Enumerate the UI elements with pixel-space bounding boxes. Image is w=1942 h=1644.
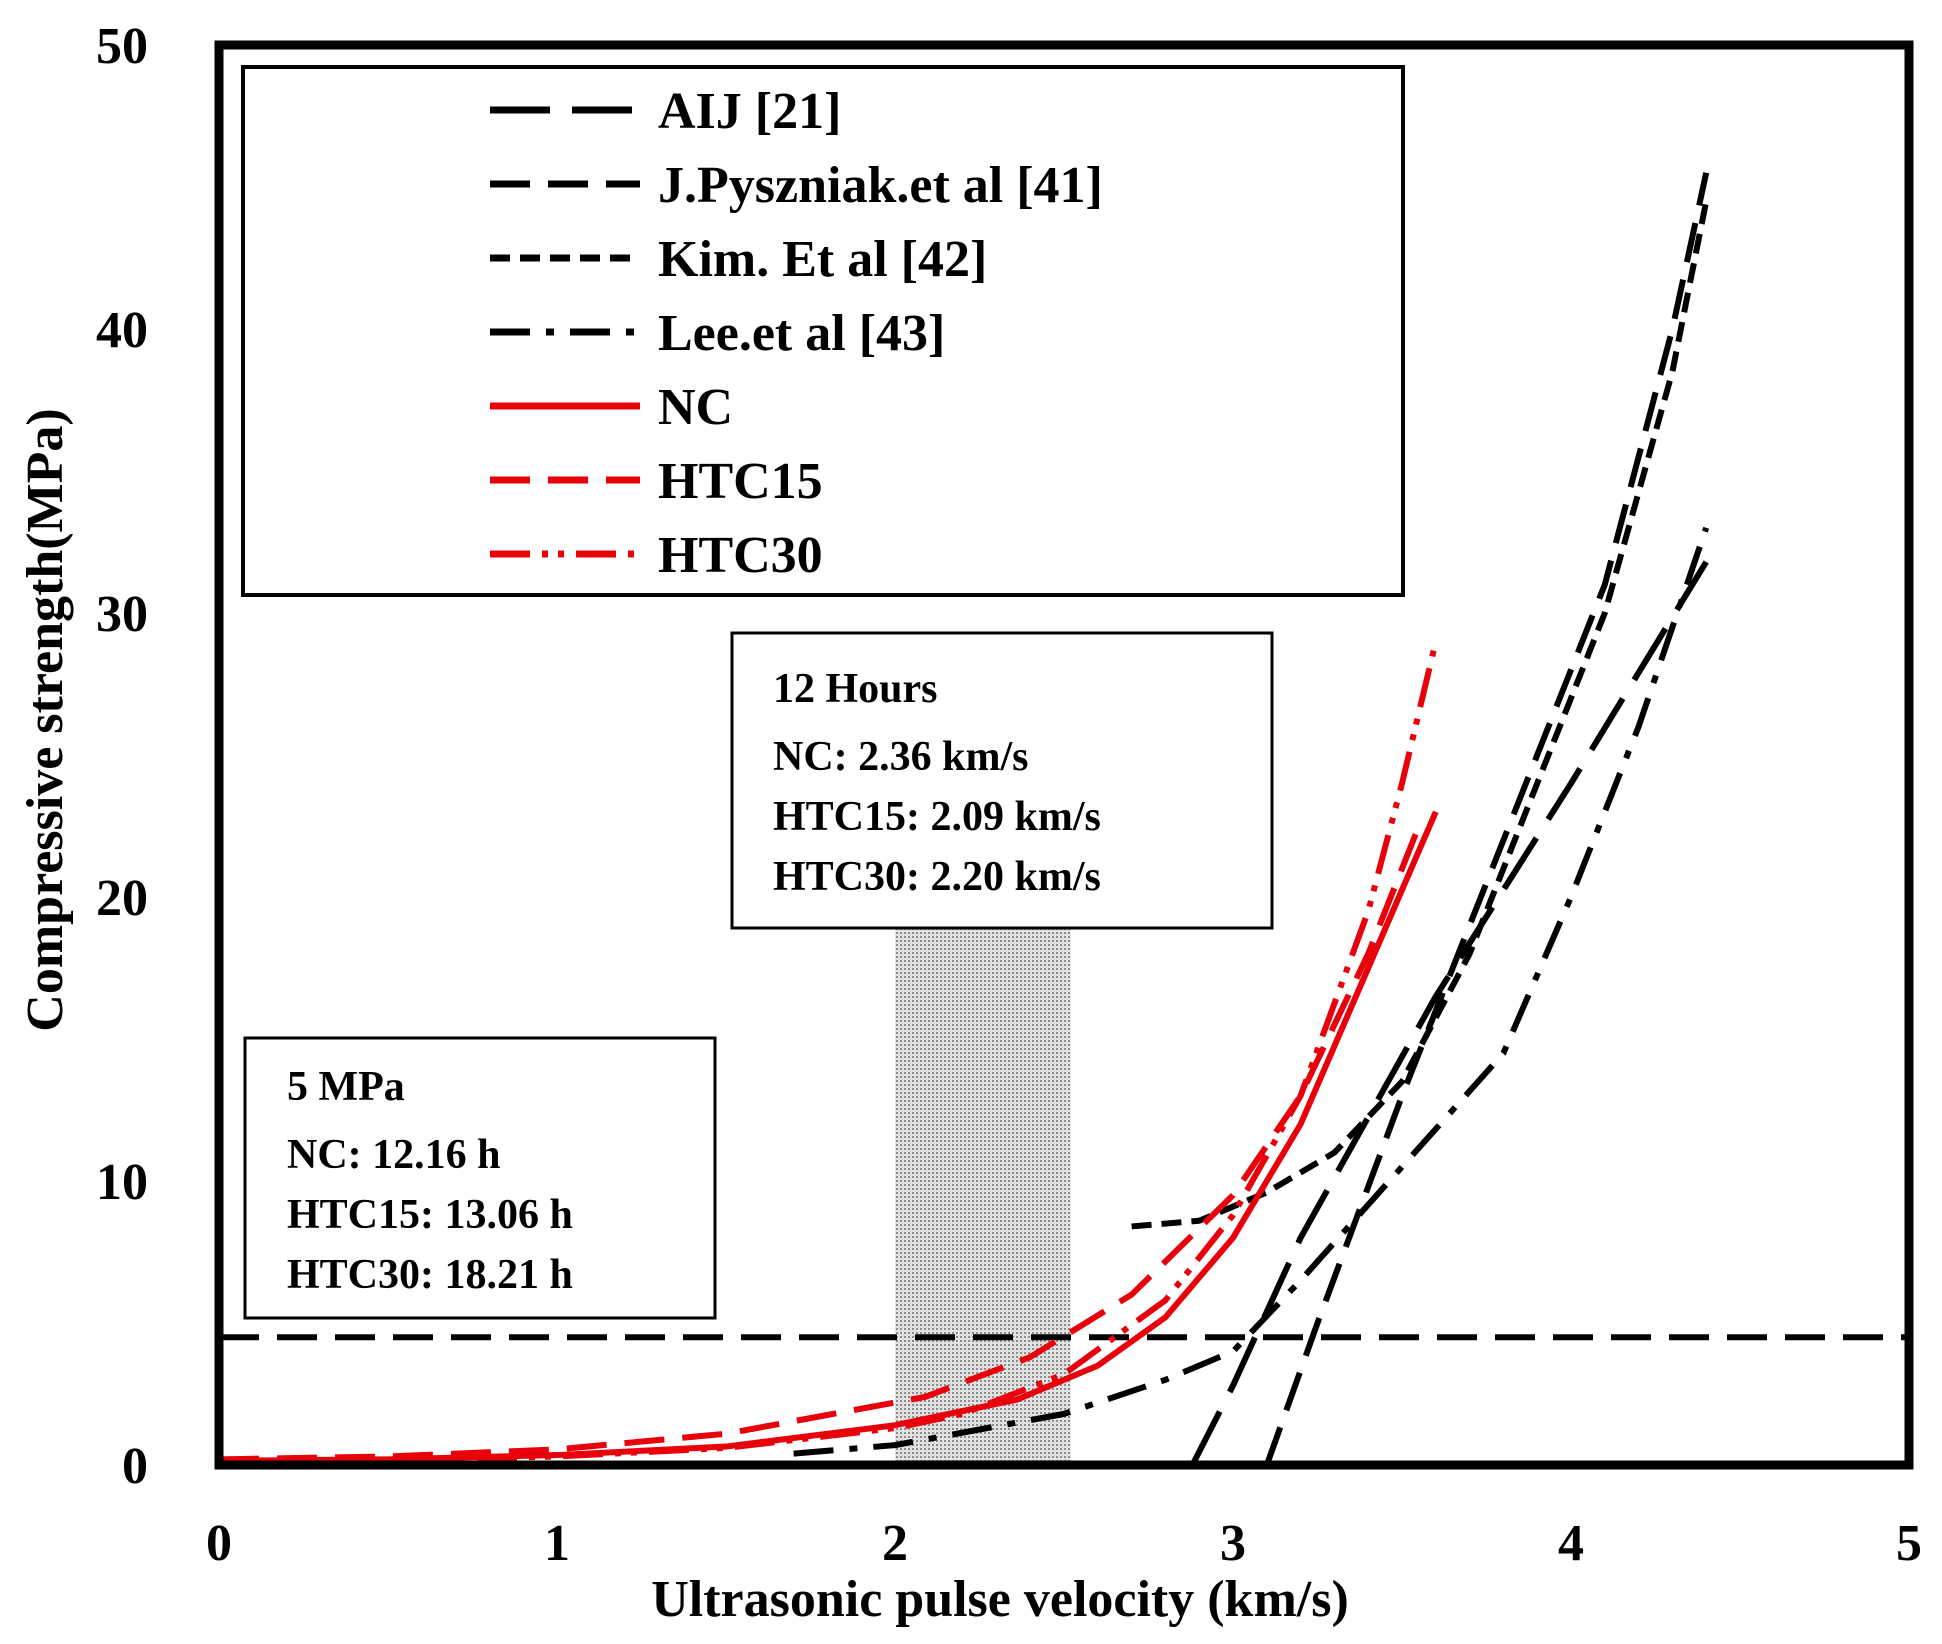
- x-axis-label: Ultrasonic pulse velocity (km/s): [651, 1571, 1349, 1628]
- series-line-kim-et-al-42: [1131, 200, 1710, 1230]
- x-tick-label: 3: [1220, 1515, 1246, 1572]
- shaded-region-layer: [895, 925, 1071, 1465]
- series-line-nc: [219, 810, 1439, 1464]
- annotation-12-hours-line-4: HTC30: 2.20 km/s: [773, 854, 1101, 900]
- legend-label-4: NC: [658, 379, 733, 436]
- annotation-5-mpa: 5 MPa NC: 12.16 h HTC15: 13.06 h HTC30: …: [243, 1036, 717, 1320]
- y-tick-label: 20: [96, 870, 148, 927]
- annotation-12-hours-line-1: 12 Hours: [773, 666, 938, 712]
- x-tick-label: 1: [544, 1515, 570, 1572]
- legend-entries: AIJ [21] J.Pyszniak.et al [41] Kim. Et al …: [490, 83, 1103, 584]
- annotation-12-hours: 12 Hours NC: 2.36 km/s HTC15: 2.09 km/s …: [730, 631, 1274, 930]
- series-layer: [219, 172, 1710, 1465]
- annotation-5-mpa-line-4: HTC30: 18.21 h: [287, 1252, 573, 1298]
- legend-box: [241, 65, 1405, 597]
- annotation-12-hours-box: [730, 631, 1274, 930]
- annotation-5-mpa-box: [243, 1036, 717, 1320]
- y-tick-label: 50: [96, 18, 148, 75]
- series-line-aij-21: [1189, 560, 1709, 1465]
- x-tick-label: 4: [1558, 1515, 1584, 1572]
- y-tick-label: 0: [122, 1438, 148, 1495]
- series-line-lee-et-al-43: [793, 526, 1710, 1457]
- y-tick-label: 40: [96, 302, 148, 359]
- x-tick-label: 2: [882, 1515, 908, 1572]
- series-line-htc15: [219, 824, 1422, 1463]
- shaded-region: [895, 925, 1071, 1465]
- annotation-5-mpa-line-3: HTC15: 13.06 h: [287, 1192, 573, 1238]
- legend-label-5: HTC15: [658, 453, 823, 510]
- annotation-5-mpa-line-1: 5 MPa: [287, 1064, 405, 1110]
- annotation-12-hours-line-2: NC: 2.36 km/s: [773, 734, 1029, 780]
- legend: AIJ [21] J.Pyszniak.et al [41] Kim. Et al …: [241, 65, 1405, 597]
- legend-label-6: HTC30: [658, 527, 823, 584]
- legend-label-3: Lee.et al [43]: [658, 305, 945, 362]
- x-tick-label: 0: [206, 1515, 232, 1572]
- annotation-12-hours-line-3: HTC15: 2.09 km/s: [773, 794, 1101, 840]
- series-line-j-pyszniak-et-al-41: [1263, 172, 1710, 1465]
- y-tick-label: 10: [96, 1154, 148, 1211]
- legend-label-0: AIJ [21]: [658, 83, 841, 140]
- y-tick-labels: 0 10 20 30 40 50: [96, 18, 148, 1495]
- plot-area-frame: [214, 40, 1914, 1470]
- x-tick-label: 5: [1896, 1515, 1922, 1572]
- x-tick-labels: 0 1 2 3 4 5: [206, 1515, 1922, 1572]
- annotation-5-mpa-line-2: NC: 12.16 h: [287, 1132, 501, 1178]
- y-tick-label: 30: [96, 586, 148, 643]
- y-axis-label: Compressive strength(MPa): [17, 408, 74, 1031]
- legend-label-2: Kim. Et al [42]: [658, 231, 987, 288]
- legend-label-1: J.Pyszniak.et al [41]: [658, 157, 1103, 214]
